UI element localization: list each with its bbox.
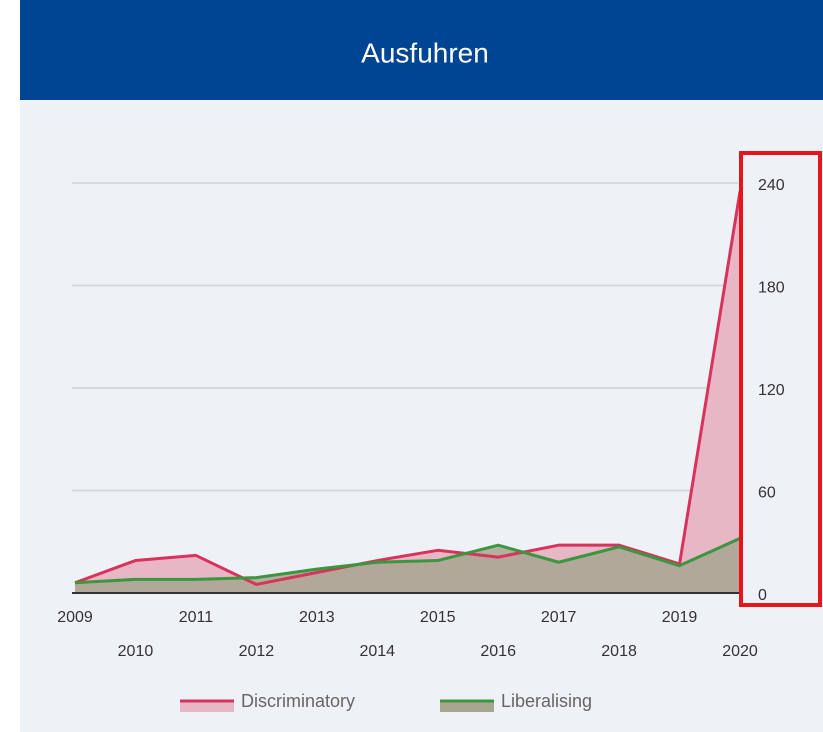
y-tick-label: 120 xyxy=(758,382,785,399)
chart-background xyxy=(20,0,823,732)
y-tick-label: 240 xyxy=(758,177,785,194)
x-tick-label: 2009 xyxy=(57,609,93,626)
y-tick-label: 0 xyxy=(758,587,767,604)
x-tick-label: 2010 xyxy=(118,643,154,660)
legend-label: Liberalising xyxy=(501,691,592,711)
line xyxy=(74,536,741,585)
chart-title: Ausfuhren xyxy=(361,37,489,68)
x-tick-label: 2015 xyxy=(420,609,456,626)
legend-swatch xyxy=(180,700,234,712)
x-tick-label: 2019 xyxy=(662,609,698,626)
line xyxy=(74,191,742,586)
y-tick-label: 60 xyxy=(758,485,776,502)
legend-swatch xyxy=(440,700,494,712)
x-tick-label: 2020 xyxy=(722,643,758,660)
plot: 0 60 120 180 240 2009 2010 2011 2012 2013 2014 2015… xyxy=(57,177,785,660)
x-tick-label: 2011 xyxy=(179,609,214,626)
x-tick-label: 2012 xyxy=(239,643,275,660)
highlight-box xyxy=(739,151,822,607)
x-tick-label: 2013 xyxy=(299,609,335,626)
x-tick-label: 2018 xyxy=(601,643,637,660)
x-tick-label: 2014 xyxy=(359,643,395,660)
x-tick-label: 2016 xyxy=(480,643,516,660)
y-tick-label: 180 xyxy=(758,280,785,297)
legend-label: Discriminatory xyxy=(241,691,355,711)
x-tick-label: 2017 xyxy=(541,609,577,626)
header xyxy=(20,0,823,100)
